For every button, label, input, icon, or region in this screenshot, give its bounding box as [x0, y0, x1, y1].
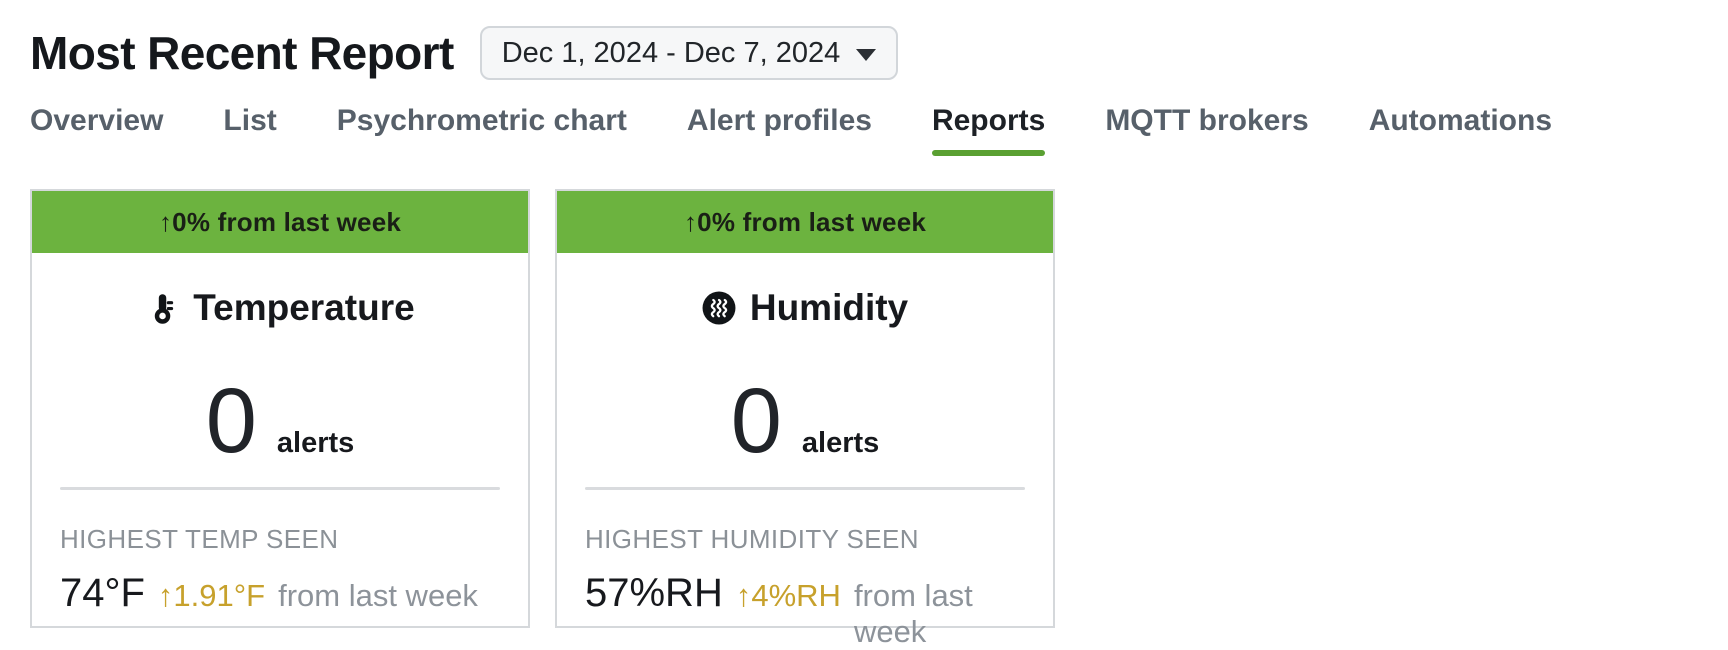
- tab-mqtt-brokers[interactable]: MQTT brokers: [1105, 104, 1309, 137]
- date-range-dropdown[interactable]: Dec 1, 2024 - Dec 7, 2024: [479, 26, 899, 80]
- reports-page: Most Recent Report Dec 1, 2024 - Dec 7, …: [30, 26, 1698, 649]
- card-title-row: Humidity: [585, 287, 1025, 329]
- chevron-down-icon: [856, 48, 877, 61]
- metric-card-humidity: ↑0% from last week Humidity: [555, 189, 1055, 649]
- tab-bar: Overview List Psychrometric chart Alert …: [30, 104, 1698, 156]
- tab-automations[interactable]: Automations: [1368, 104, 1553, 137]
- tab-psychrometric-chart[interactable]: Psychrometric chart: [336, 104, 627, 137]
- tab-alert-profiles[interactable]: Alert profiles: [686, 104, 872, 137]
- divider: [60, 487, 500, 490]
- alert-count-label: alerts: [801, 427, 880, 459]
- date-range-value: Dec 1, 2024 - Dec 7, 2024: [501, 36, 841, 69]
- stat-label: HIGHEST TEMP SEEN: [60, 524, 339, 554]
- tab-reports[interactable]: Reports: [931, 104, 1046, 156]
- alert-count: 0: [205, 370, 257, 472]
- alert-count-label: alerts: [276, 427, 355, 459]
- tab-overview[interactable]: Overview: [30, 104, 164, 137]
- divider: [585, 487, 1025, 490]
- report-cards: ↑0% from last week Temperature 0: [30, 189, 1698, 649]
- humidity-icon: [702, 291, 736, 325]
- card-body: Humidity 0 alerts HIGHEST HUMIDITY SEEN …: [557, 287, 1053, 650]
- stat-delta-suffix: from last week: [278, 578, 478, 613]
- stat-row: 74°F ↑1.91°F from last week: [60, 571, 500, 616]
- metric-card-temperature: ↑0% from last week Temperature 0: [30, 189, 530, 628]
- page-title: Most Recent Report: [30, 26, 454, 79]
- stat-label: HIGHEST HUMIDITY SEEN: [585, 524, 919, 554]
- stat-value: 57%RH: [585, 571, 723, 615]
- stat-delta-suffix: from last week: [853, 578, 973, 649]
- thermometer-icon: [145, 291, 179, 325]
- card-title-row: Temperature: [60, 287, 500, 329]
- stat-value: 74°F: [60, 571, 145, 615]
- card-title: Temperature: [193, 287, 415, 328]
- alerts-row: 0 alerts: [585, 375, 1025, 467]
- alerts-row: 0 alerts: [60, 375, 500, 467]
- card-body: Temperature 0 alerts HIGHEST TEMP SEEN 7…: [32, 287, 528, 616]
- trend-banner: ↑0% from last week: [557, 191, 1053, 253]
- stat-delta: ↑1.91°F: [157, 578, 266, 613]
- stat-row: 57%RH ↑4%RH from last week: [585, 571, 1025, 650]
- page-header: Most Recent Report Dec 1, 2024 - Dec 7, …: [30, 26, 1698, 80]
- card-title: Humidity: [749, 287, 909, 328]
- trend-banner: ↑0% from last week: [32, 191, 528, 253]
- stat-delta: ↑4%RH: [735, 578, 841, 613]
- tab-list[interactable]: List: [223, 104, 277, 137]
- alert-count: 0: [730, 370, 782, 472]
